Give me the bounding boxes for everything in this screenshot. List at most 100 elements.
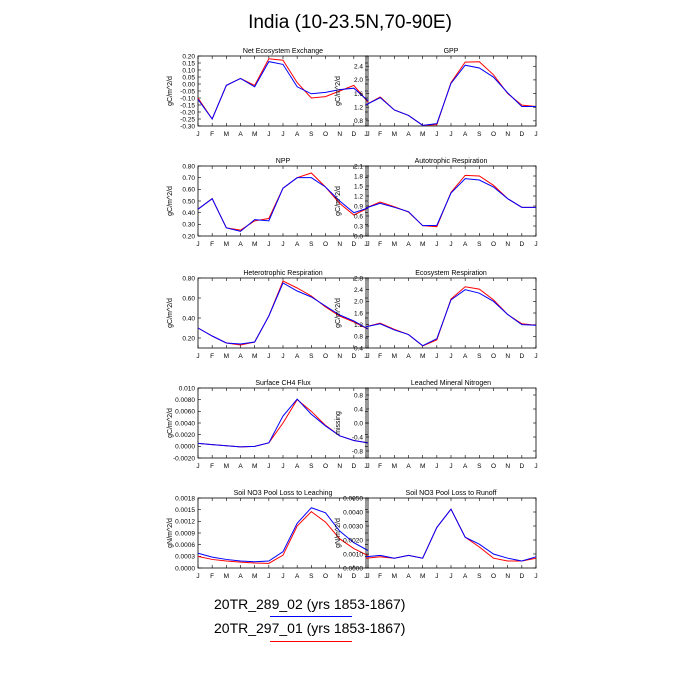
x-tick-label: M	[224, 573, 229, 580]
y-tick-label: 0.4	[354, 406, 363, 413]
plot-frame	[365, 387, 537, 459]
y-tick-label: -0.8	[352, 448, 364, 455]
panel-title: Autotrophic Respiration	[415, 158, 488, 165]
x-tick-label: J	[196, 353, 199, 360]
x-tick-label: J	[534, 353, 537, 360]
x-tick-label: J	[364, 241, 367, 248]
x-tick-label: J	[366, 353, 369, 360]
x-tick-label: J	[364, 131, 367, 138]
x-tick-label: A	[406, 353, 411, 360]
y-tick-label: 1.2	[354, 322, 363, 329]
x-tick-label: D	[519, 353, 524, 360]
y-tick-label: 0.0010	[343, 551, 363, 558]
y-tick-label: -0.30	[180, 123, 195, 130]
y-tick-label: 0.0012	[175, 519, 195, 526]
x-tick-label: F	[378, 463, 382, 470]
y-tick-label: 0.70	[182, 175, 195, 182]
chart-panel-8: Leached Mineral Nitrogen missing 0.8 0.4 0.0…	[335, 380, 538, 470]
plot-frame	[365, 165, 537, 237]
y-axis-label: gC/m^2/d	[167, 76, 174, 106]
x-tick-label: J	[534, 241, 537, 248]
y-tick-label: 0.20	[182, 53, 195, 60]
y-tick-label: 0.0006	[175, 542, 195, 549]
x-tick-label: A	[295, 463, 300, 470]
series-line-blue	[197, 398, 369, 448]
x-tick-label: S	[477, 241, 482, 248]
y-tick-label: 0.50	[182, 198, 195, 205]
x-tick-label: J	[267, 463, 270, 470]
x-tick-label: M	[252, 241, 257, 248]
y-tick-label: 0.60	[182, 187, 195, 194]
y-axis-label: gC/m^2/d	[167, 298, 174, 328]
x-tick-label: J	[534, 463, 537, 470]
y-tick-label: 0.0015	[175, 507, 195, 514]
y-tick-label: 0.80	[182, 275, 195, 282]
x-tick-label: J	[435, 353, 438, 360]
y-axis-label: gC/m^2/d	[335, 76, 342, 106]
x-tick-label: F	[210, 463, 214, 470]
x-tick-label: A	[463, 463, 468, 470]
x-tick-label: J	[364, 573, 367, 580]
x-tick-label: J	[366, 241, 369, 248]
x-tick-label: D	[351, 241, 356, 248]
x-tick-label: O	[323, 241, 328, 248]
x-tick-label: M	[392, 353, 397, 360]
x-tick-label: J	[449, 241, 452, 248]
chart-panel-7: Surface CH4 Flux gC/m^2/d 0.010 0.0080 0.006…	[167, 380, 370, 470]
x-tick-label: M	[252, 131, 257, 138]
x-tick-label: O	[491, 573, 496, 580]
y-axis-label: gC/m^2/d	[335, 186, 342, 216]
y-tick-label: 0.4	[354, 345, 363, 352]
y-tick-label: 0.00	[182, 81, 195, 88]
y-tick-label: 1.2	[354, 193, 363, 200]
x-tick-label: O	[491, 241, 496, 248]
x-tick-label: O	[323, 353, 328, 360]
series-line-blue	[365, 508, 537, 562]
series-line-blue	[365, 289, 537, 347]
x-tick-label: J	[196, 463, 199, 470]
panel-title: Ecosystem Respiration	[415, 270, 487, 277]
x-tick-label: J	[196, 241, 199, 248]
x-tick-label: F	[210, 353, 214, 360]
y-tick-label: 0.6	[354, 213, 363, 220]
x-tick-label: M	[224, 131, 229, 138]
y-tick-label: 0.15	[182, 60, 195, 67]
y-tick-label: 0.20	[182, 335, 195, 342]
x-tick-label: M	[420, 241, 425, 248]
x-tick-label: O	[323, 573, 328, 580]
y-tick-label: 2.4	[354, 64, 363, 71]
chart-panel-1: Net Ecosystem ExchangegC/m^2/d0.200.150.…	[167, 48, 370, 138]
y-axis-label: gN/m^2/d	[335, 518, 342, 548]
y-tick-label: 0.0000	[175, 565, 195, 572]
chart-panel-6: Ecosystem Respiration gC/m^2/d 2.8 2.4 2.0 1.…	[335, 270, 538, 360]
x-tick-label: N	[337, 463, 342, 470]
y-tick-label: 0.20	[182, 233, 195, 240]
x-tick-label: D	[351, 463, 356, 470]
y-tick-label: 0.0020	[343, 537, 363, 544]
x-tick-label: A	[406, 463, 411, 470]
x-tick-label: M	[392, 131, 397, 138]
y-axis-label: gN/m^2/d	[167, 518, 174, 548]
y-tick-label: -0.0020	[173, 455, 195, 462]
x-tick-label: S	[477, 131, 482, 138]
y-tick-label: 0.0018	[175, 495, 195, 502]
x-tick-label: S	[309, 241, 314, 248]
plot-frame	[365, 55, 537, 127]
x-tick-label: O	[323, 131, 328, 138]
y-tick-label: 0.60	[182, 295, 195, 302]
x-tick-label: J	[267, 353, 270, 360]
x-tick-label: D	[519, 241, 524, 248]
x-tick-label: A	[463, 353, 468, 360]
x-tick-label: N	[337, 353, 342, 360]
x-tick-label: J	[449, 353, 452, 360]
panel-title: Heterotrophic Respiration	[243, 270, 322, 277]
y-tick-label: 1.5	[354, 183, 363, 190]
y-tick-label: -0.10	[180, 95, 195, 102]
x-tick-label: M	[252, 573, 257, 580]
y-tick-label: 0.0020	[175, 432, 195, 439]
x-tick-label: M	[420, 131, 425, 138]
y-tick-label: 1.8	[354, 173, 363, 180]
chart-panel-9: Soil NO3 Pool Loss to LeachinggN/m^2/d0.…	[167, 490, 370, 580]
x-tick-label: F	[378, 353, 382, 360]
